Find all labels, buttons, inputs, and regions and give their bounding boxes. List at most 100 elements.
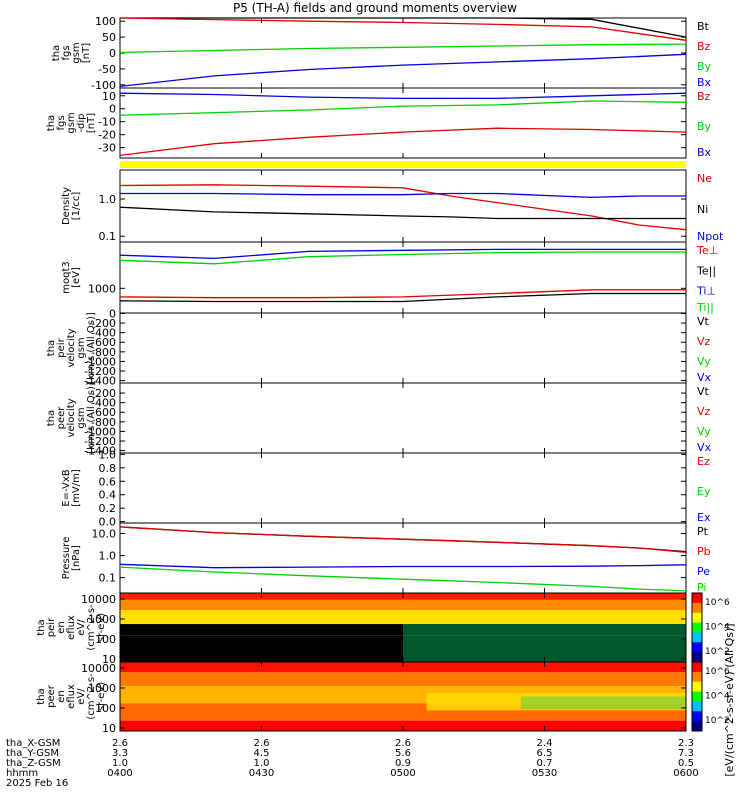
y-axis-label: peir bbox=[56, 337, 67, 357]
spectrogram-band bbox=[120, 720, 686, 731]
series-line bbox=[119, 53, 687, 88]
y-tick-label: -800 bbox=[91, 346, 116, 359]
legend-entry: Pe bbox=[697, 565, 710, 578]
y-tick-label: 10 bbox=[102, 722, 116, 735]
legend-entry: Ni bbox=[697, 203, 708, 216]
y-tick-label: 100 bbox=[95, 633, 116, 646]
x-row-value: 0600 bbox=[673, 768, 698, 779]
legend-entry: Pi bbox=[697, 581, 706, 594]
panel-frame bbox=[119, 382, 687, 454]
legend-entry: Vy bbox=[697, 425, 711, 438]
y-tick-label: -1200 bbox=[84, 365, 116, 378]
colorbar-label: [eV/(cm^2-s-sr-eV) (All Qs)] bbox=[723, 623, 736, 776]
y-tick-label: -10 bbox=[98, 116, 116, 129]
y-axis-label: tha bbox=[36, 619, 47, 635]
legend-entry: Bx bbox=[697, 76, 712, 89]
x-row-value: 2.6 bbox=[395, 738, 411, 749]
y-axis-label: gsm bbox=[66, 112, 77, 133]
legend-entry: Vx bbox=[697, 441, 712, 454]
panel-frame bbox=[119, 522, 687, 594]
date-label: 2025 Feb 16 bbox=[6, 778, 68, 789]
y-axis-label: tha bbox=[51, 45, 62, 61]
legend-entry: Ez bbox=[697, 455, 710, 468]
y-axis-label: fgs bbox=[61, 45, 72, 60]
y-tick-label: 0.6 bbox=[99, 475, 117, 488]
y-axis-label: tha bbox=[46, 115, 57, 131]
bad-data-bar bbox=[120, 161, 686, 168]
y-tick-label: 0.1 bbox=[99, 572, 117, 585]
y-axis-label: (cm^2-s- bbox=[86, 604, 97, 651]
colorbar-band bbox=[692, 622, 702, 633]
y-tick-label: 1000 bbox=[88, 682, 116, 695]
y-axis-label: peer bbox=[56, 406, 67, 430]
x-row-value: 5.6 bbox=[395, 748, 411, 759]
y-axis-label: [nT] bbox=[81, 43, 92, 63]
y-axis-label: (cm^2-s- bbox=[86, 673, 97, 720]
x-row-value: 0430 bbox=[249, 768, 274, 779]
series-line bbox=[119, 100, 687, 116]
legend-entry: By bbox=[697, 60, 712, 73]
spectrogram-band bbox=[403, 624, 686, 662]
y-tick-label: 100 bbox=[95, 15, 116, 28]
y-tick-label: -200 bbox=[91, 317, 116, 330]
y-tick-label: 1000 bbox=[88, 613, 116, 626]
y-tick-label: 50 bbox=[102, 31, 116, 44]
colorbar-band bbox=[692, 681, 702, 693]
legend-entry: Ti|| bbox=[696, 301, 714, 314]
y-axis-label: velocity bbox=[66, 328, 77, 367]
x-row-label: tha_Z-GSM bbox=[6, 758, 61, 769]
panel-frame bbox=[119, 169, 687, 243]
series-line bbox=[119, 566, 687, 592]
y-axis-label: [eV] bbox=[71, 267, 82, 288]
colorbar-band bbox=[692, 642, 702, 653]
panel-frame bbox=[119, 452, 687, 524]
x-row-label: hhmm bbox=[6, 768, 38, 779]
y-axis-label: tha bbox=[36, 688, 47, 704]
y-tick-label: -200 bbox=[91, 387, 116, 400]
colorbar-tick-label: 10^6 bbox=[705, 598, 730, 608]
y-tick-label: -1000 bbox=[84, 355, 116, 368]
y-tick-label: -1400 bbox=[84, 375, 116, 388]
x-row-value: 7.3 bbox=[678, 748, 694, 759]
legend-entry: Ti⊥ bbox=[696, 285, 716, 298]
series-line bbox=[119, 251, 686, 265]
x-row-value: 2.4 bbox=[537, 738, 553, 749]
y-tick-label: -20 bbox=[98, 129, 116, 142]
y-tick-label: -400 bbox=[91, 327, 116, 340]
legend-entry: Te⊥ bbox=[696, 244, 718, 257]
y-tick-label: 1.0 bbox=[99, 448, 117, 461]
series-line bbox=[119, 92, 687, 100]
y-axis-label: eV/ bbox=[76, 688, 87, 705]
y-tick-label: 0 bbox=[109, 307, 116, 320]
y-tick-label: 1000 bbox=[88, 282, 116, 295]
legend-entry: Vt bbox=[697, 315, 710, 328]
colorbar-band bbox=[692, 632, 702, 643]
y-axis-label: [km/s (All Qs)] bbox=[86, 312, 97, 384]
y-axis-label: tha bbox=[46, 410, 57, 426]
y-tick-label: -600 bbox=[91, 406, 116, 419]
spectrogram-band bbox=[120, 610, 686, 625]
y-axis-label: moqt3 bbox=[61, 261, 72, 294]
x-row-value: 2.6 bbox=[112, 738, 128, 749]
legend-entry: Ne bbox=[697, 172, 712, 185]
colorbar-band bbox=[692, 711, 702, 722]
panel-frame bbox=[119, 312, 687, 384]
y-tick-label: 0.2 bbox=[99, 502, 117, 515]
y-axis-label: peir bbox=[46, 617, 57, 637]
series-line bbox=[119, 206, 686, 220]
y-axis-label: [1/cc] bbox=[71, 192, 82, 221]
colorbar-tick-label: 10^4 bbox=[705, 623, 730, 633]
x-row-value: 1.0 bbox=[112, 758, 128, 769]
colorbar-tick-label: 10^4 bbox=[705, 692, 730, 702]
series-line bbox=[120, 17, 687, 38]
legend-entry: Npot bbox=[697, 230, 724, 243]
y-tick-label: 10000 bbox=[81, 662, 116, 675]
y-tick-label: 0.4 bbox=[99, 489, 117, 502]
x-row-value: 4.5 bbox=[254, 748, 270, 759]
legend-entry: By bbox=[697, 120, 712, 133]
y-axis-label: Pressure bbox=[61, 537, 72, 580]
y-tick-label: -1200 bbox=[84, 435, 116, 448]
y-tick-label: 0.1 bbox=[99, 230, 117, 243]
y-axis-label: [km/s (All Qs)] bbox=[86, 382, 97, 454]
y-tick-label: 1.0 bbox=[99, 550, 117, 563]
